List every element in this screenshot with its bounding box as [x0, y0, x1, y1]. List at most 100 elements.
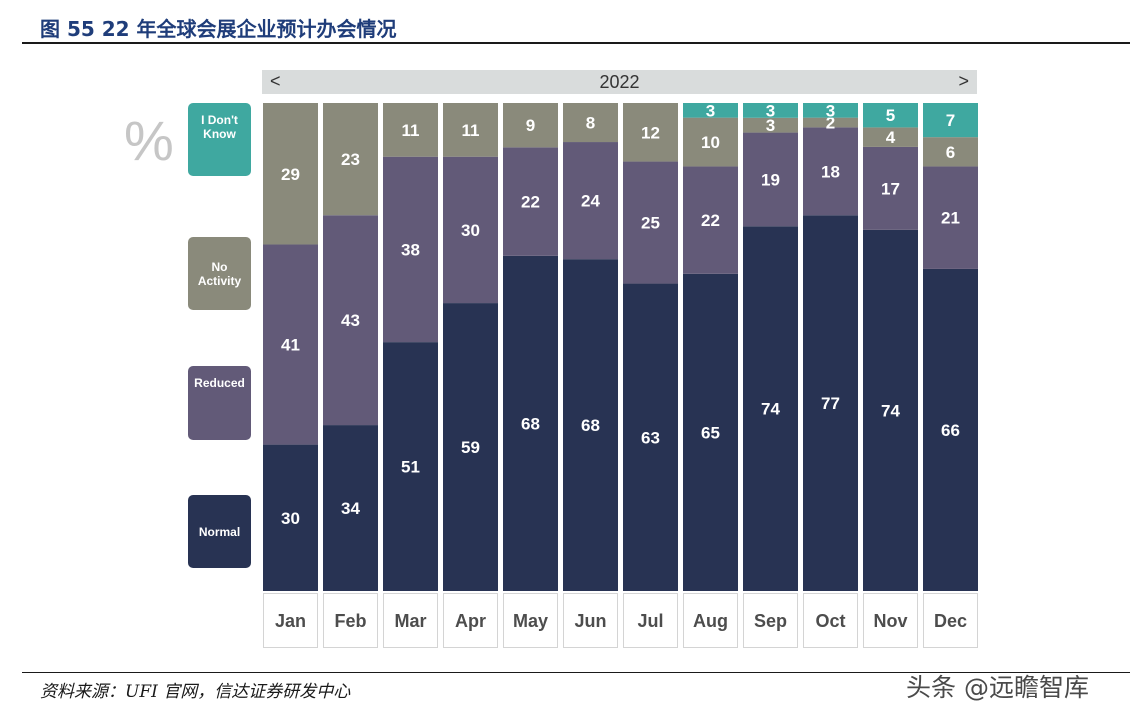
bar-segment-dont-know-nov	[863, 103, 918, 128]
month-box-apr	[443, 593, 498, 648]
data-label-reduced-aug: 22	[701, 211, 720, 230]
bar-segment-no-activity-jun	[563, 103, 618, 143]
data-label-no-activity-dec: 6	[946, 143, 955, 162]
month-label-jun: Jun	[574, 611, 606, 631]
data-label-dont-know-sep: 3	[766, 101, 775, 120]
data-label-no-activity-aug: 10	[701, 133, 720, 152]
data-label-normal-jul: 63	[641, 428, 660, 447]
year-selector: < 2022 >	[262, 70, 977, 94]
bar-segment-no-activity-apr	[443, 103, 498, 157]
month-label-mar: Mar	[394, 611, 426, 631]
bar-segment-no-activity-dec	[923, 137, 978, 167]
data-label-no-activity-sep: 3	[766, 116, 775, 135]
data-label-normal-jan: 30	[281, 509, 300, 528]
data-label-no-activity-mar: 11	[402, 121, 420, 140]
data-label-reduced-sep: 19	[761, 170, 780, 189]
prev-year-button[interactable]: <	[270, 71, 281, 91]
month-box-jun	[563, 593, 618, 648]
data-label-reduced-mar: 38	[401, 240, 420, 259]
legend-dont-know-label: I Don't Know	[201, 113, 238, 141]
data-label-reduced-may: 22	[521, 193, 540, 212]
next-year-button[interactable]: >	[958, 71, 969, 91]
data-label-normal-sep: 74	[761, 400, 780, 419]
month-box-dec	[923, 593, 978, 648]
bar-segment-reduced-jan	[263, 244, 318, 445]
month-box-nov	[863, 593, 918, 648]
month-box-aug	[683, 593, 738, 648]
data-label-normal-aug: 65	[701, 423, 720, 442]
bar-segment-no-activity-feb	[323, 103, 378, 216]
data-label-no-activity-oct: 2	[826, 114, 835, 133]
data-label-reduced-nov: 17	[881, 179, 900, 198]
bar-segment-normal-sep	[743, 226, 798, 591]
data-label-reduced-jan: 41	[281, 336, 300, 355]
month-box-sep	[743, 593, 798, 648]
bar-segment-reduced-sep	[743, 132, 798, 227]
bar-segment-reduced-dec	[923, 166, 978, 269]
bar-segment-reduced-jun	[563, 142, 618, 260]
data-label-normal-mar: 51	[401, 458, 420, 477]
data-label-dont-know-aug: 3	[706, 101, 715, 120]
bottom-rule	[22, 672, 1130, 673]
data-label-reduced-jun: 24	[581, 192, 600, 211]
data-label-reduced-jul: 25	[641, 214, 660, 233]
data-label-no-activity-feb: 23	[341, 150, 360, 169]
data-label-reduced-dec: 21	[941, 209, 960, 228]
data-label-reduced-feb: 43	[341, 311, 360, 330]
data-label-no-activity-jun: 8	[586, 114, 595, 133]
bar-segment-normal-aug	[683, 273, 738, 591]
month-box-may	[503, 593, 558, 648]
month-box-feb	[323, 593, 378, 648]
data-label-normal-jun: 68	[581, 416, 600, 435]
bar-segment-no-activity-jul	[623, 103, 678, 162]
bar-segment-normal-jan	[263, 444, 318, 591]
year-label: 2022	[599, 72, 640, 92]
source-note: 资料来源：UFI 官网，信达证券研发中心	[40, 682, 351, 702]
month-box-oct	[803, 593, 858, 648]
bar-segment-normal-nov	[863, 229, 918, 591]
legend-normal: Normal	[188, 495, 251, 568]
data-label-dont-know-nov: 5	[886, 106, 895, 125]
data-label-normal-may: 68	[521, 414, 540, 433]
month-label-jul: Jul	[637, 611, 663, 631]
bar-segment-normal-mar	[383, 342, 438, 591]
bar-segment-reduced-aug	[683, 166, 738, 274]
month-box-jan	[263, 593, 318, 648]
bar-segment-no-activity-sep	[743, 117, 798, 133]
data-label-no-activity-may: 9	[526, 116, 535, 135]
legend-no-activity: No Activity	[188, 237, 251, 310]
bar-segment-dont-know-oct	[803, 103, 858, 118]
bar-segment-reduced-nov	[863, 146, 918, 230]
bar-segment-normal-jun	[563, 259, 618, 591]
data-label-normal-oct: 77	[821, 394, 840, 413]
bar-segment-reduced-may	[503, 147, 558, 256]
data-label-reduced-apr: 30	[461, 221, 480, 240]
data-label-normal-dec: 66	[941, 421, 960, 440]
month-label-sep: Sep	[754, 611, 787, 631]
data-label-normal-feb: 34	[341, 499, 360, 518]
bar-segment-dont-know-sep	[743, 103, 798, 118]
month-label-dec: Dec	[934, 611, 967, 631]
month-label-apr: Apr	[455, 611, 486, 631]
legend-no-activity-label: No Activity	[197, 259, 242, 288]
data-label-no-activity-nov: 4	[886, 128, 896, 147]
bar-segment-normal-oct	[803, 215, 858, 592]
bar-segment-normal-feb	[323, 425, 378, 591]
data-label-no-activity-jan: 29	[281, 165, 300, 184]
data-label-no-activity-apr: 11	[462, 121, 480, 140]
bar-segment-reduced-feb	[323, 215, 378, 426]
legend-normal-label: Normal	[198, 524, 241, 539]
month-label-aug: Aug	[693, 611, 728, 631]
bar-segment-dont-know-aug	[683, 103, 738, 118]
legend-reduced: Reduced	[188, 366, 251, 440]
data-label-normal-nov: 74	[881, 401, 900, 420]
month-box-mar	[383, 593, 438, 648]
bar-segment-no-activity-oct	[803, 117, 858, 128]
bar-segment-no-activity-nov	[863, 127, 918, 147]
month-label-may: May	[513, 611, 548, 631]
legend-dont-know: I Don't Know	[188, 103, 251, 176]
bar-segment-reduced-apr	[443, 156, 498, 304]
watermark: 头条 @远瞻智库	[906, 673, 1089, 702]
bar-segment-normal-apr	[443, 303, 498, 591]
